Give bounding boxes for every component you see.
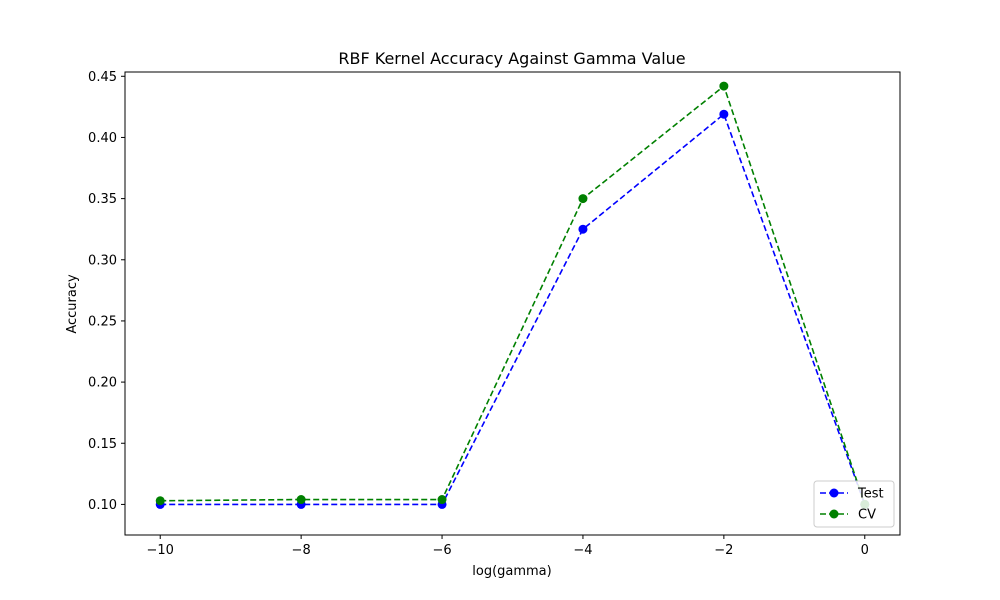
x-axis-label: log(gamma) bbox=[472, 564, 551, 579]
series-line-cv bbox=[160, 84, 866, 505]
x-tick-label: −4 bbox=[573, 543, 592, 558]
x-tick-label: −10 bbox=[147, 543, 174, 558]
x-tick-label: 0 bbox=[861, 543, 869, 558]
data-point-cv-3 bbox=[578, 194, 588, 204]
data-point-test-3 bbox=[578, 224, 588, 234]
axes-frame bbox=[124, 71, 901, 536]
y-tick-label: 0.30 bbox=[88, 253, 117, 268]
x-tick-label: −8 bbox=[292, 543, 311, 558]
data-point-cv-0 bbox=[155, 496, 165, 506]
series-line-test bbox=[160, 112, 866, 506]
data-point-test-4 bbox=[719, 109, 729, 119]
legend: Test CV bbox=[813, 480, 895, 528]
y-tick-label: 0.20 bbox=[88, 376, 117, 391]
chart-title: RBF Kernel Accuracy Against Gamma Value bbox=[338, 49, 685, 68]
legend-marker-test bbox=[829, 488, 839, 498]
legend-marker-cv bbox=[829, 509, 839, 519]
legend-label-test: Test bbox=[857, 487, 884, 502]
y-tick-label: 0.40 bbox=[88, 131, 117, 146]
data-point-cv-4 bbox=[719, 81, 729, 91]
data-point-cv-2 bbox=[437, 495, 447, 505]
y-tick-label: 0.45 bbox=[88, 70, 117, 85]
x-tick-label: −2 bbox=[714, 543, 733, 558]
y-axis-label: Accuracy bbox=[65, 274, 80, 334]
y-tick-label: 0.35 bbox=[88, 192, 117, 207]
data-point-cv-1 bbox=[296, 495, 306, 505]
legend-label-cv: CV bbox=[858, 508, 876, 523]
y-tick-label: 0.15 bbox=[88, 437, 117, 452]
x-tick-label: −6 bbox=[432, 543, 451, 558]
y-tick-label: 0.10 bbox=[88, 498, 117, 513]
y-tick-label: 0.25 bbox=[88, 314, 117, 329]
